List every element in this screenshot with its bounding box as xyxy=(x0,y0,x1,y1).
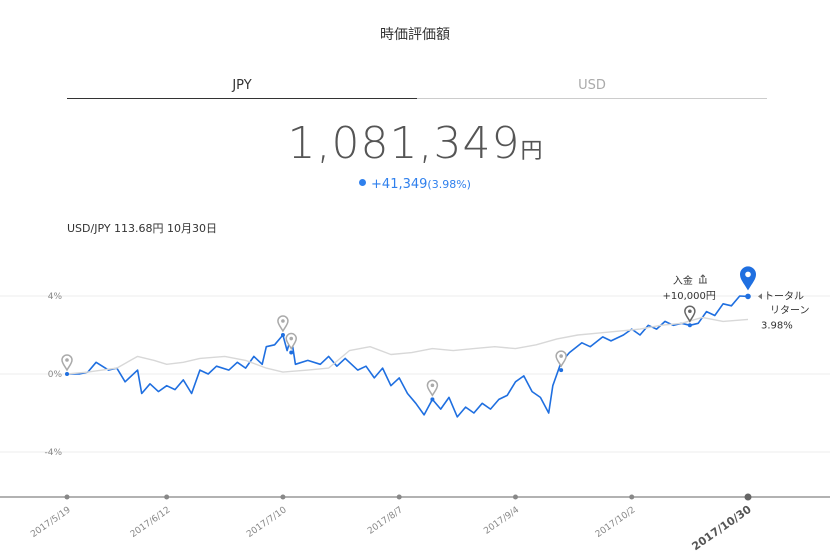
x-tick-dot xyxy=(64,494,70,500)
x-tick-dot xyxy=(164,494,170,500)
valuation-amount: 1,081,349円 xyxy=(0,118,830,169)
deposit-label: 入金 xyxy=(673,274,693,287)
tab-jpy[interactable]: JPY xyxy=(67,78,417,99)
deposit-amount: +10,000円 xyxy=(662,291,715,302)
x-tick-label: 2017/7/10 xyxy=(245,505,289,540)
x-tick-label: 2017/9/4 xyxy=(482,505,521,537)
portfolio-line xyxy=(67,295,749,418)
map-pin-icon[interactable] xyxy=(277,315,289,333)
x-tick-label: 2017/8/7 xyxy=(366,505,405,536)
change-dot-icon xyxy=(359,179,367,186)
map-pin-icon[interactable] xyxy=(684,305,696,323)
total-return-label-1: トータル xyxy=(764,290,804,302)
x-tick-dot xyxy=(744,493,752,501)
event-point xyxy=(65,372,69,376)
change-amount: +41,349 xyxy=(371,177,428,192)
event-point xyxy=(687,323,692,328)
fx-rate-note: USD/JPY 113.68円 10月30日 xyxy=(67,222,218,235)
y-tick-label: 0% xyxy=(48,370,63,380)
map-pin-icon[interactable] xyxy=(61,354,73,372)
total-return-arrow-icon xyxy=(758,293,762,300)
map-pin-icon[interactable] xyxy=(555,350,567,368)
event-point xyxy=(559,368,564,373)
total-return-value: 3.98% xyxy=(761,320,793,331)
y-tick-label: 4% xyxy=(48,292,63,302)
valuation-unit: 円 xyxy=(520,139,543,164)
x-tick-label: 2017/10/30 xyxy=(690,503,754,554)
x-tick-label: 2017/10/2 xyxy=(594,505,638,540)
valuation-change: +41,349(3.98%) xyxy=(0,177,830,192)
x-tick-dot xyxy=(629,494,635,500)
y-tick-label: -4% xyxy=(44,448,62,458)
page-title: 時価評価額 xyxy=(380,27,450,43)
current-point xyxy=(745,293,751,300)
x-tick-dot xyxy=(512,494,518,500)
map-pin-icon[interactable] xyxy=(426,379,439,397)
event-point xyxy=(430,397,435,402)
currency-tabs: JPY USD xyxy=(67,78,767,100)
valuation-number: 1,081,349 xyxy=(287,118,521,169)
x-tick-dot xyxy=(280,494,286,500)
x-tick-dot xyxy=(396,494,402,500)
tab-usd[interactable]: USD xyxy=(417,78,767,99)
x-tick-label: 2017/5/19 xyxy=(29,505,73,540)
change-percent: (3.98%) xyxy=(427,178,471,191)
event-point xyxy=(280,333,285,337)
total-return-label-2: リターン xyxy=(770,304,810,316)
x-tick-label: 2017/6/12 xyxy=(129,505,173,540)
map-pin-icon[interactable] xyxy=(285,332,297,351)
current-location-pin-icon[interactable] xyxy=(740,266,756,291)
benchmark-line xyxy=(66,316,749,375)
event-point xyxy=(289,350,294,355)
deposit-icon xyxy=(698,274,707,284)
